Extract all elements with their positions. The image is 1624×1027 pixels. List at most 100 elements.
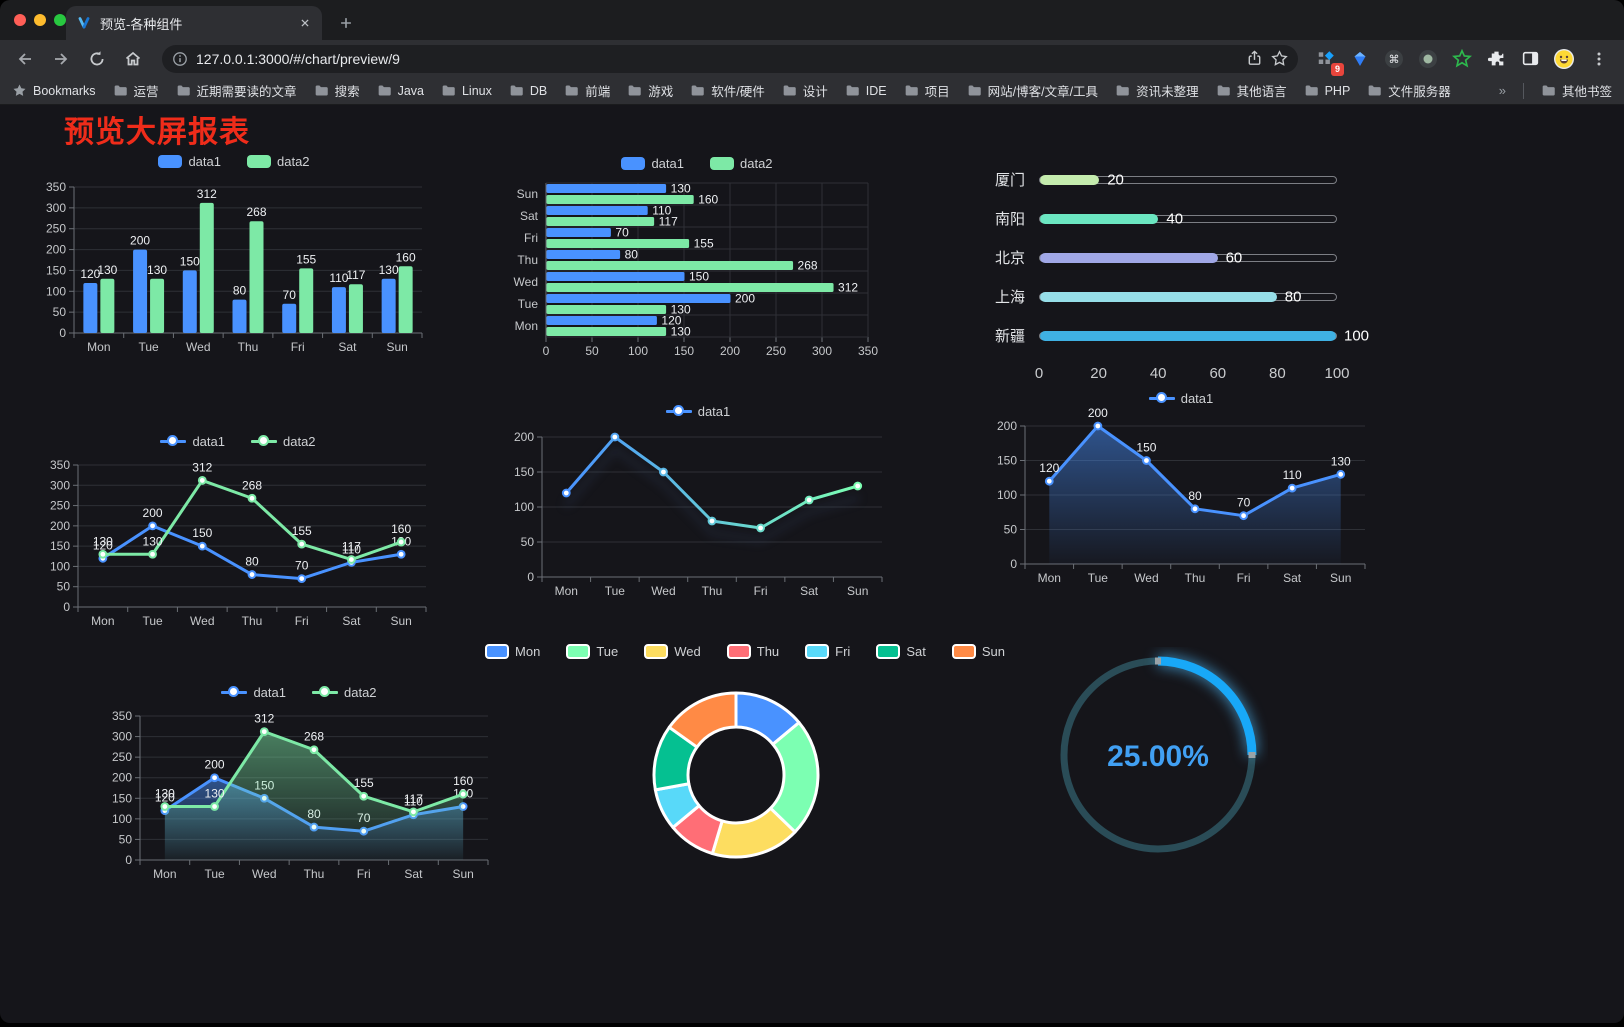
window-zoom-button[interactable] bbox=[54, 14, 66, 26]
bookmark-folder[interactable]: 资讯未整理 bbox=[1115, 81, 1199, 100]
chart-line-area-two[interactable]: data1 data2 0 50 100 150 200 250 300 350 Mon Tue Wed… bbox=[100, 682, 498, 896]
svg-text:Tue: Tue bbox=[204, 867, 225, 881]
bookmark-folder[interactable]: 前端 bbox=[564, 81, 610, 100]
bookmarks-overflow-chevron[interactable]: » bbox=[1498, 83, 1506, 98]
bookmark-folder[interactable]: PHP bbox=[1304, 81, 1350, 100]
svg-text:312: 312 bbox=[192, 460, 212, 474]
sidebar-toggle-icon[interactable] bbox=[1516, 45, 1544, 73]
window-close-button[interactable] bbox=[14, 14, 26, 26]
chart-grouped-bar[interactable]: data1 data2 0 50 100 150 200 250 300 350 Mon Tue Wed… bbox=[36, 151, 432, 367]
site-info-icon[interactable] bbox=[172, 51, 188, 67]
legend-item[interactable]: Sat bbox=[876, 643, 926, 659]
home-button[interactable] bbox=[118, 44, 148, 74]
bookmark-folder[interactable]: 运营 bbox=[113, 81, 159, 100]
folder-icon bbox=[565, 85, 578, 96]
extension-grid-icon[interactable]: 9 bbox=[1312, 45, 1344, 76]
bookmarks-manager[interactable]: Bookmarks bbox=[12, 83, 96, 98]
back-button[interactable] bbox=[10, 44, 40, 74]
legend-label: data1 bbox=[188, 153, 221, 169]
svg-text:Thu: Thu bbox=[1185, 571, 1206, 585]
extension-green-star-icon[interactable] bbox=[1448, 45, 1476, 73]
line-chart-canvas: 0 50 100 150 200 Mon Tue Wed Thu Fri Sat Sun 120 200 1… bbox=[997, 408, 1366, 585]
legend-item[interactable]: data2 bbox=[251, 434, 316, 449]
chart-line-area[interactable]: data1 0 50 100 150 200 Mon Tue Wed Thu Fri Sat Sun 12… bbox=[985, 388, 1377, 600]
bar-chart-canvas: 0 50 100 150 200 250 300 350 Mon Tue Wed Thu Fri Sat S… bbox=[46, 180, 423, 354]
legend-swatch bbox=[951, 643, 976, 659]
legend-item[interactable]: Thu bbox=[726, 643, 779, 659]
window-minimize-button[interactable] bbox=[34, 14, 46, 26]
chart-line-two-series[interactable]: data1 data2 0 50 100 150 200 250 300 350 Mon Tue Wed… bbox=[40, 431, 436, 643]
chart-horizontal-bar[interactable]: data1 data2 0 50 100 150 200 250 300 350 Mon Tue Wed… bbox=[500, 153, 894, 369]
svg-text:130: 130 bbox=[97, 263, 117, 277]
forward-button[interactable] bbox=[46, 44, 76, 74]
bookmark-folder-label: 运营 bbox=[133, 85, 159, 99]
chart-donut[interactable]: Mon Tue Wed Thu Fri Sat Sun bbox=[485, 641, 1005, 891]
extension-gem-icon[interactable] bbox=[1346, 45, 1374, 73]
share-icon[interactable] bbox=[1246, 50, 1263, 67]
url-text[interactable]: 127.0.0.1:3000/#/chart/preview/9 bbox=[196, 50, 400, 67]
svg-text:0: 0 bbox=[63, 600, 70, 614]
bookmark-folder[interactable]: Linux bbox=[441, 81, 492, 100]
extension-record-icon[interactable] bbox=[1414, 45, 1442, 73]
bookmark-star-icon[interactable] bbox=[1271, 50, 1288, 67]
progress-row[interactable]: 上海 80 bbox=[995, 277, 1363, 316]
legend-label: Mon bbox=[515, 643, 541, 659]
legend-item[interactable]: data1 bbox=[621, 156, 684, 171]
bookmark-folder[interactable]: 项目 bbox=[904, 81, 950, 100]
legend-item[interactable]: data1 bbox=[221, 685, 286, 700]
svg-text:250: 250 bbox=[112, 750, 132, 764]
extensions-puzzle-icon[interactable] bbox=[1482, 45, 1510, 73]
new-tab-button[interactable] bbox=[332, 9, 360, 37]
legend-item[interactable]: data1 bbox=[158, 154, 221, 169]
legend-item[interactable]: data1 bbox=[1148, 391, 1213, 406]
progress-row[interactable]: 新疆 100 bbox=[995, 316, 1369, 355]
legend-item[interactable]: data1 bbox=[160, 434, 225, 449]
svg-text:Sat: Sat bbox=[338, 340, 357, 354]
legend-label: data1 bbox=[697, 403, 731, 419]
chart-line-gradient[interactable]: data1 0 50 100 150 200 Mon Tue Wed Thu Fri Sat Sun bbox=[502, 401, 894, 613]
legend-item[interactable]: data1 bbox=[665, 403, 731, 419]
svg-text:0: 0 bbox=[59, 326, 66, 340]
legend-item[interactable]: Fri bbox=[805, 643, 850, 659]
legend-item[interactable]: Mon bbox=[485, 643, 541, 659]
svg-text:Mon: Mon bbox=[1038, 571, 1061, 585]
bookmark-folder[interactable]: 近期需要读的文章 bbox=[176, 81, 297, 100]
legend-item[interactable]: Wed bbox=[644, 643, 701, 659]
legend-item[interactable]: data2 bbox=[710, 156, 773, 171]
legend-item[interactable]: data2 bbox=[247, 154, 310, 169]
svg-text:Fri: Fri bbox=[524, 231, 538, 245]
legend-swatch bbox=[485, 643, 510, 659]
legend-item[interactable]: Tue bbox=[566, 643, 618, 659]
bookmark-folder[interactable]: IDE bbox=[845, 81, 887, 100]
profile-avatar[interactable] bbox=[1550, 45, 1578, 73]
bookmark-folder[interactable]: 搜索 bbox=[314, 81, 360, 100]
svg-text:Mon: Mon bbox=[555, 584, 578, 598]
svg-text:Thu: Thu bbox=[517, 253, 538, 267]
bookmark-folder[interactable]: 网站/博客/文章/工具 bbox=[967, 81, 1098, 100]
address-bar[interactable]: 127.0.0.1:3000/#/chart/preview/9 bbox=[162, 44, 1298, 73]
axis-tick-label: 80 bbox=[1269, 365, 1286, 382]
menu-kebab-icon[interactable] bbox=[1584, 44, 1614, 74]
folder-icon bbox=[1368, 85, 1382, 96]
other-bookmarks[interactable]: 其他书签 bbox=[1541, 81, 1612, 100]
bookmark-folder[interactable]: Java bbox=[377, 81, 424, 100]
bookmark-folder[interactable]: 软件/硬件 bbox=[690, 81, 765, 100]
bookmark-folder[interactable]: 文件服务器 bbox=[1367, 81, 1451, 100]
tab-close-icon[interactable] bbox=[298, 16, 312, 30]
bookmark-folder-label: 其他语言 bbox=[1236, 85, 1287, 99]
progress-row[interactable]: 厦门 20 bbox=[995, 160, 1363, 199]
bookmark-folder[interactable]: DB bbox=[509, 81, 547, 100]
progress-row[interactable]: 北京 60 bbox=[995, 238, 1363, 277]
legend-label: Wed bbox=[674, 643, 701, 659]
bookmark-folder[interactable]: 其他语言 bbox=[1216, 81, 1287, 100]
bookmark-folder[interactable]: 游戏 bbox=[627, 81, 673, 100]
chart-city-progress[interactable]: 厦门 20 南阳 40 北京 60 上海 80 新疆 100 0 20 40 60 80 100 bbox=[995, 160, 1369, 392]
browser-tab[interactable]: 预览-各种组件 bbox=[66, 6, 322, 40]
chart-gauge[interactable]: 25.00% bbox=[1048, 647, 1268, 867]
legend-item[interactable]: Sun bbox=[951, 643, 1005, 659]
progress-row[interactable]: 南阳 40 bbox=[995, 199, 1363, 238]
bookmark-folder[interactable]: 设计 bbox=[782, 81, 828, 100]
legend-item[interactable]: data2 bbox=[312, 685, 377, 700]
extension-command-icon[interactable]: ⌘ bbox=[1380, 45, 1408, 73]
reload-button[interactable] bbox=[82, 44, 112, 74]
